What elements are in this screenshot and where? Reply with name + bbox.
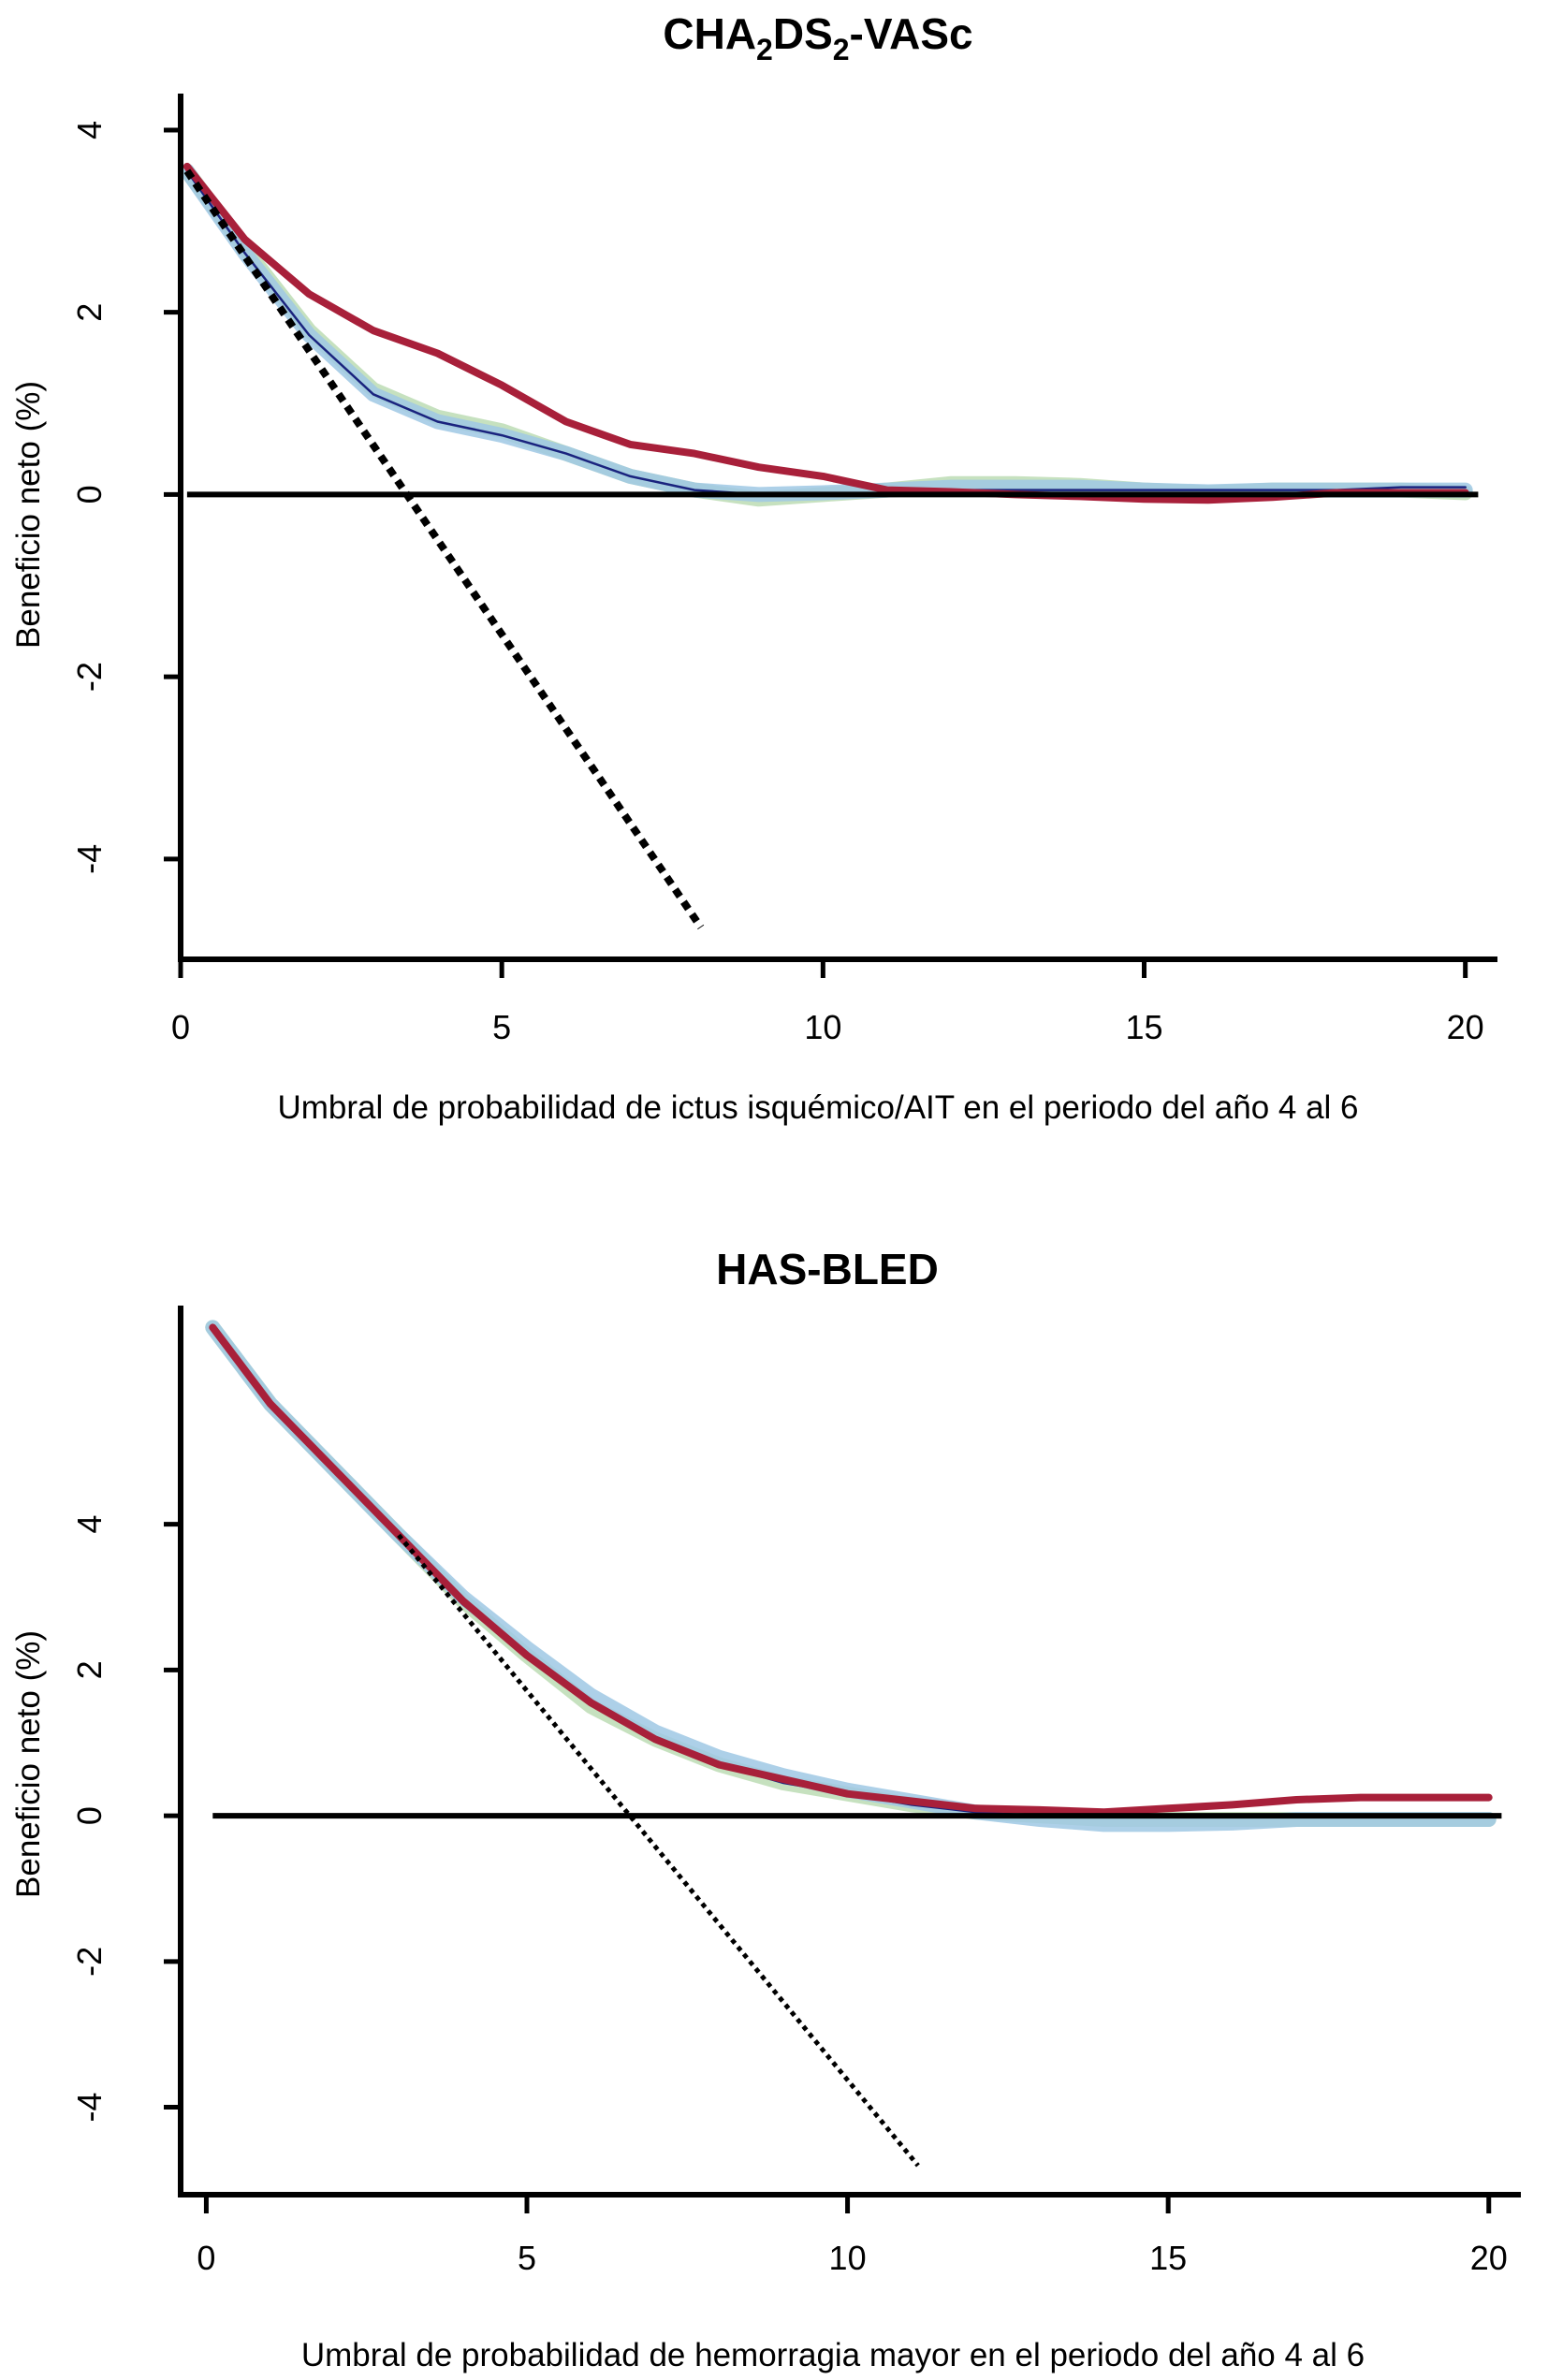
x-axis-label: Umbral de probabilidad de ictus isquémic… <box>277 1089 1358 1126</box>
x-ticks: 0 5 10 15 20 <box>197 2195 1508 2277</box>
chart-panel-has-bled: HAS-BLED -4 -2 0 2 4 0 5 10 15 20 Umbral de prob… <box>10 1245 1521 2373</box>
plot-marks <box>179 162 1479 930</box>
title-part: HAS-BLED <box>716 1245 939 1293</box>
x-tick-label: 0 <box>171 1008 190 1046</box>
x-tick-label: 15 <box>1149 2239 1187 2277</box>
series-line-dotted-black <box>183 168 705 930</box>
title-part: DS <box>773 9 833 58</box>
y-tick-label: 0 <box>70 1806 109 1825</box>
series-line-dotted-black <box>397 1533 920 2168</box>
x-tick-label: 0 <box>197 2239 215 2277</box>
title-part: -VASc <box>850 9 973 58</box>
chart-title: CHA2DS2-VASc <box>663 9 972 66</box>
x-ticks: 0 5 10 15 20 <box>171 959 1484 1046</box>
series-line-thick-red <box>209 1323 1493 1817</box>
title-subscript: 2 <box>756 33 773 66</box>
series-line-thin-darkblue <box>212 1326 1490 1818</box>
y-axis-label: Beneficio neto (%) <box>10 381 47 649</box>
y-tick-label: 2 <box>70 1660 109 1679</box>
series-line-band-lightblue <box>205 1320 1497 1832</box>
y-tick-label: -2 <box>70 1947 109 1977</box>
y-tick-label: -2 <box>70 662 109 692</box>
x-axis-label: Umbral de probabilidad de hemorragia may… <box>301 2337 1365 2373</box>
x-tick-label: 10 <box>829 2239 867 2277</box>
y-axis-label: Beneficio neto (%) <box>10 1630 47 1898</box>
x-tick-label: 20 <box>1447 1008 1484 1046</box>
title-part: CHA <box>663 9 756 58</box>
chart-title: HAS-BLED <box>716 1245 939 1293</box>
y-ticks: -4 -2 0 2 4 <box>70 1515 181 2123</box>
x-tick-label: 10 <box>804 1008 841 1046</box>
x-tick-label: 5 <box>518 2239 536 2277</box>
title-subscript: 2 <box>833 33 850 66</box>
y-tick-label: 0 <box>70 485 109 504</box>
y-tick-label: -4 <box>70 844 109 874</box>
y-tick-label: 4 <box>70 121 109 139</box>
y-tick-label: 4 <box>70 1515 109 1534</box>
x-tick-label: 5 <box>492 1008 511 1046</box>
x-tick-label: 15 <box>1125 1008 1162 1046</box>
series-line-thick-red <box>183 162 1469 504</box>
y-tick-label: 2 <box>70 303 109 322</box>
y-ticks: -4 -2 0 2 4 <box>70 121 181 874</box>
y-tick-label: -4 <box>70 2093 109 2123</box>
plot-marks <box>205 1320 1502 2168</box>
series-line-band-lightgreen <box>205 1320 1497 1827</box>
x-tick-label: 20 <box>1470 2239 1508 2277</box>
